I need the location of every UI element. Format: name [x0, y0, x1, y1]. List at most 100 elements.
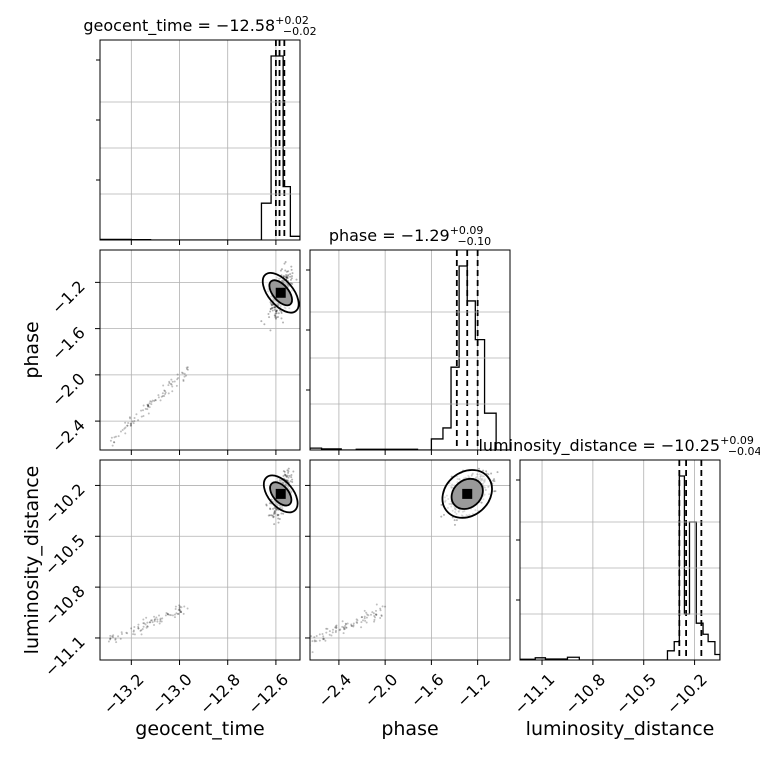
- sample-point: [440, 503, 443, 506]
- sample-point: [269, 329, 272, 332]
- sample-point: [147, 405, 150, 408]
- sample-point: [325, 627, 328, 630]
- sample-point: [286, 474, 289, 477]
- panel-content: [310, 467, 499, 654]
- sample-point: [286, 277, 289, 280]
- x-tick-label-phase: −1.2: [453, 670, 494, 711]
- sample-point: [131, 420, 134, 423]
- sample-point: [285, 276, 288, 279]
- sample-point: [273, 306, 276, 309]
- sample-point: [162, 384, 165, 387]
- sample-point: [183, 375, 186, 378]
- sample-point: [177, 377, 180, 380]
- sample-point: [365, 616, 368, 619]
- sample-point: [137, 627, 140, 630]
- sample-point: [154, 618, 157, 621]
- sample-point: [137, 627, 140, 630]
- sample-point: [275, 316, 278, 319]
- sample-point: [493, 490, 496, 493]
- sample-point: [168, 382, 171, 385]
- sample-point: [186, 607, 189, 610]
- sample-point: [272, 507, 275, 510]
- sample-point: [324, 639, 327, 642]
- sample-point: [154, 399, 157, 402]
- sample-point: [111, 444, 114, 447]
- sample-point: [322, 637, 325, 640]
- sample-point: [273, 512, 276, 515]
- sample-point: [161, 392, 164, 395]
- x-tick-label-geocent_time: −13.2: [100, 670, 148, 718]
- sample-point: [180, 606, 183, 609]
- panel-geocent_time-vs-geocent_time: [96, 39, 301, 245]
- sample-point: [109, 637, 112, 640]
- sample-point: [360, 626, 363, 629]
- sample-point: [360, 616, 363, 619]
- sample-point: [282, 321, 285, 324]
- sample-point: [168, 380, 171, 383]
- sample-point: [148, 402, 151, 405]
- sample-point: [287, 270, 290, 273]
- sample-point: [496, 471, 499, 474]
- sample-point: [112, 635, 115, 638]
- density-peak: [275, 287, 286, 298]
- sample-point: [274, 507, 277, 510]
- sample-point: [365, 621, 368, 624]
- sample-point: [363, 617, 366, 620]
- sample-point: [339, 628, 342, 631]
- sample-point: [164, 614, 167, 617]
- sample-point: [323, 638, 326, 641]
- sample-point: [287, 467, 290, 470]
- x-tick-label-phase: −2.4: [314, 670, 355, 711]
- sample-point: [124, 432, 127, 435]
- sample-point: [149, 619, 152, 622]
- sample-point: [271, 303, 274, 306]
- sample-point: [284, 474, 287, 477]
- panel-content: [107, 467, 299, 644]
- sample-point: [183, 372, 186, 375]
- sample-point: [280, 512, 283, 515]
- sample-point: [164, 391, 167, 394]
- sample-point: [117, 435, 120, 438]
- sample-point: [289, 275, 292, 278]
- sample-point: [177, 608, 180, 611]
- sample-point: [168, 613, 171, 616]
- sample-point: [170, 378, 173, 381]
- sample-point: [274, 315, 277, 318]
- sample-point: [273, 509, 276, 512]
- sample-point: [160, 395, 163, 398]
- sample-point: [346, 622, 349, 625]
- sample-point: [163, 390, 166, 393]
- sample-point: [287, 274, 290, 277]
- sample-point: [334, 629, 337, 632]
- x-axis-label-geocent_time: geocent_time: [135, 718, 264, 740]
- sample-point: [280, 317, 283, 320]
- sample-point: [373, 618, 376, 621]
- sample-point: [373, 615, 376, 618]
- sample-point: [170, 383, 173, 386]
- sample-point: [372, 612, 375, 615]
- sample-point: [285, 475, 288, 478]
- sample-point: [273, 510, 276, 513]
- sample-point: [146, 625, 149, 628]
- sample-point: [115, 435, 118, 438]
- sample-point: [163, 389, 166, 392]
- sample-point: [125, 631, 128, 634]
- sample-point: [282, 512, 285, 515]
- sample-point: [140, 409, 143, 412]
- sample-point: [175, 612, 178, 615]
- sample-point: [150, 619, 153, 622]
- sample-point: [145, 616, 148, 619]
- x-tick-label-luminosity_distance: −10.2: [663, 670, 711, 718]
- sample-point: [129, 417, 132, 420]
- sample-point: [352, 622, 355, 625]
- sample-point: [277, 316, 280, 319]
- sample-point: [280, 268, 283, 271]
- sample-point: [166, 612, 169, 615]
- sample-point: [148, 621, 151, 624]
- sample-point: [167, 613, 170, 616]
- sample-point: [113, 441, 116, 444]
- sample-point: [331, 628, 334, 631]
- sample-point: [271, 307, 274, 310]
- sample-point: [280, 310, 283, 313]
- sample-point: [268, 502, 271, 505]
